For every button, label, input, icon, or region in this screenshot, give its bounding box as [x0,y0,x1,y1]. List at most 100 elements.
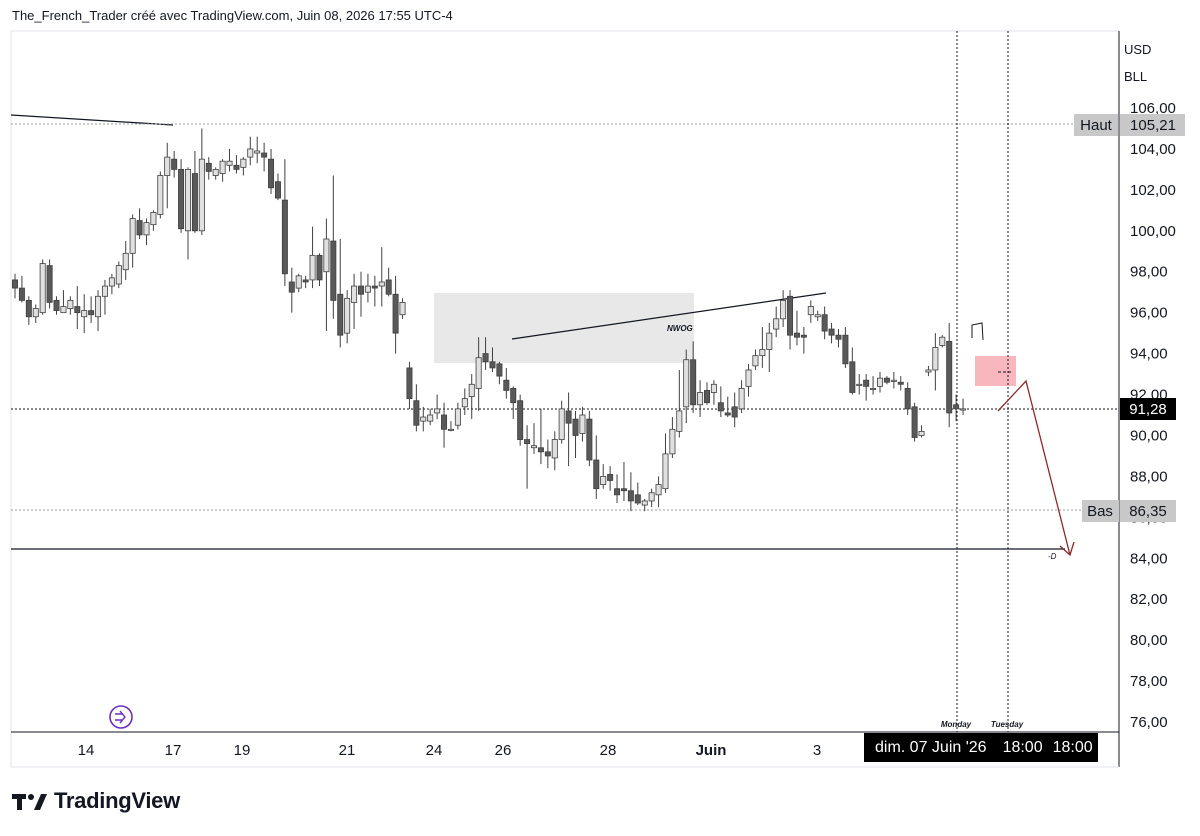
candle [475,337,482,411]
candle [634,482,641,506]
candle-body [593,459,600,490]
bas-tag-bg [1082,500,1119,522]
time-tick-label: 21 [339,742,356,759]
candle [46,259,53,309]
price-tick-label: 106,00 [1130,100,1176,117]
candle [60,290,67,314]
candle [897,376,904,391]
time-axis[interactable]: 14 17 19 21 24 26 28 Juin 3 [78,742,822,759]
candle [627,472,634,512]
candle [835,329,842,348]
candle [863,374,870,401]
candle-body [835,334,842,340]
candle-body [302,279,309,283]
candle-body [136,220,143,236]
candle-body [164,156,171,176]
candle-body [586,418,593,461]
nwog-zone[interactable] [434,293,694,363]
candle-body [655,484,662,496]
replay-icon[interactable] [109,705,133,729]
candle-body [427,414,434,422]
candle [399,298,406,319]
candle [108,273,115,295]
candle [911,402,918,442]
candle [219,159,226,182]
candle-body [233,164,240,170]
candle-body [191,173,198,232]
last-price-bg [1120,398,1176,420]
candle [586,410,593,467]
candle-body [503,379,510,391]
candle [828,322,835,344]
candle [544,439,551,469]
candle-body [60,306,67,314]
price-tick-label: 104,00 [1130,141,1176,158]
candle [406,361,413,409]
candle [607,466,614,491]
candle [302,275,309,289]
candle [870,376,877,395]
candle [517,394,524,446]
candle-body [877,377,884,387]
candle [697,380,704,418]
candle [759,326,766,368]
candle [247,136,254,166]
candle [67,296,74,315]
candle [205,157,212,180]
candle-body [780,299,787,320]
candle [787,290,794,350]
candle [655,476,662,508]
candle-body [531,445,538,449]
price-axis[interactable]: 106,00 104,00 102,00 100,00 98,00 96,00 94,00 9… [1130,100,1176,731]
tradingview-wordmark: TradingView [54,788,180,813]
candle [164,142,171,209]
candle [32,304,39,323]
candle-body [558,408,565,440]
candle [620,462,627,501]
unit-label: BLL [1124,69,1148,84]
candle-body [385,279,392,295]
session-label-tuesday: Tuesday [991,720,1024,729]
candle-body [565,410,572,424]
candle-body [323,238,330,273]
candle [316,253,323,287]
tradingview-logo[interactable]: TradingView [12,788,180,814]
candle-body [81,310,88,318]
candle [274,173,281,201]
trend-line-left[interactable] [10,114,174,126]
candle [268,148,275,194]
time-tick-label: 19 [234,742,251,759]
candle [413,384,420,432]
haut-price-bg [1120,114,1185,136]
red-zone[interactable] [975,356,1016,386]
candle-body [274,181,281,199]
candle [447,421,454,432]
candle [531,423,538,454]
candle [53,296,60,315]
price-tick-label: 76,00 [1130,714,1168,731]
candle [814,310,821,321]
candle-body [129,218,136,254]
candle-body [247,148,254,158]
candle [904,382,911,415]
price-tick-label: 100,00 [1130,223,1176,240]
time-tick-label: 3 [813,742,821,759]
candle-body [946,340,953,414]
candle [503,367,510,399]
candle [717,386,724,418]
candle-body [344,297,351,334]
candle-body [330,240,337,301]
candle-body [883,377,890,383]
candle [925,365,932,377]
nwog-trend-line[interactable] [511,292,827,340]
candle [357,271,364,317]
candle-body [67,299,74,309]
price-tick-label: 82,00 [1130,591,1168,608]
price-tick-label: 84,00 [1130,550,1168,567]
time-tick-label: 26 [495,742,512,759]
price-tick-label: 80,00 [1130,632,1168,649]
candle-body [226,160,233,166]
projection-path[interactable] [997,379,1071,556]
candle-body [890,379,897,382]
